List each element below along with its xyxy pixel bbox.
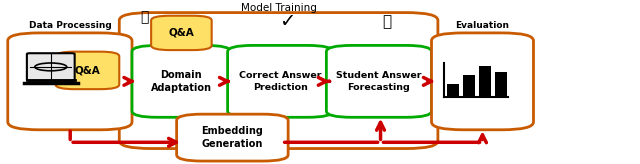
FancyBboxPatch shape — [228, 45, 333, 117]
FancyBboxPatch shape — [8, 33, 132, 130]
Text: 🧑: 🧑 — [141, 10, 149, 24]
Text: Correct Answer
Prediction: Correct Answer Prediction — [239, 71, 321, 92]
FancyBboxPatch shape — [463, 75, 475, 97]
FancyBboxPatch shape — [56, 52, 119, 89]
Text: ✓: ✓ — [278, 12, 295, 31]
FancyBboxPatch shape — [27, 53, 75, 81]
FancyBboxPatch shape — [177, 114, 288, 161]
FancyBboxPatch shape — [151, 16, 212, 50]
FancyBboxPatch shape — [326, 45, 431, 117]
Text: Evaluation: Evaluation — [456, 21, 509, 30]
FancyBboxPatch shape — [431, 33, 534, 130]
Text: Student Answer
Forecasting: Student Answer Forecasting — [336, 71, 422, 92]
Text: Q&A: Q&A — [74, 65, 100, 75]
FancyBboxPatch shape — [132, 45, 231, 117]
Text: Domain
Adaptation: Domain Adaptation — [151, 70, 212, 93]
Text: Model Training: Model Training — [241, 3, 317, 13]
Text: Data Processing: Data Processing — [29, 21, 111, 30]
FancyBboxPatch shape — [447, 84, 459, 97]
FancyBboxPatch shape — [479, 66, 491, 97]
Text: 🎓: 🎓 — [382, 14, 392, 30]
Text: Q&A: Q&A — [168, 28, 195, 38]
FancyBboxPatch shape — [495, 72, 507, 97]
Text: Embedding
Generation: Embedding Generation — [202, 126, 263, 149]
FancyBboxPatch shape — [119, 13, 438, 149]
